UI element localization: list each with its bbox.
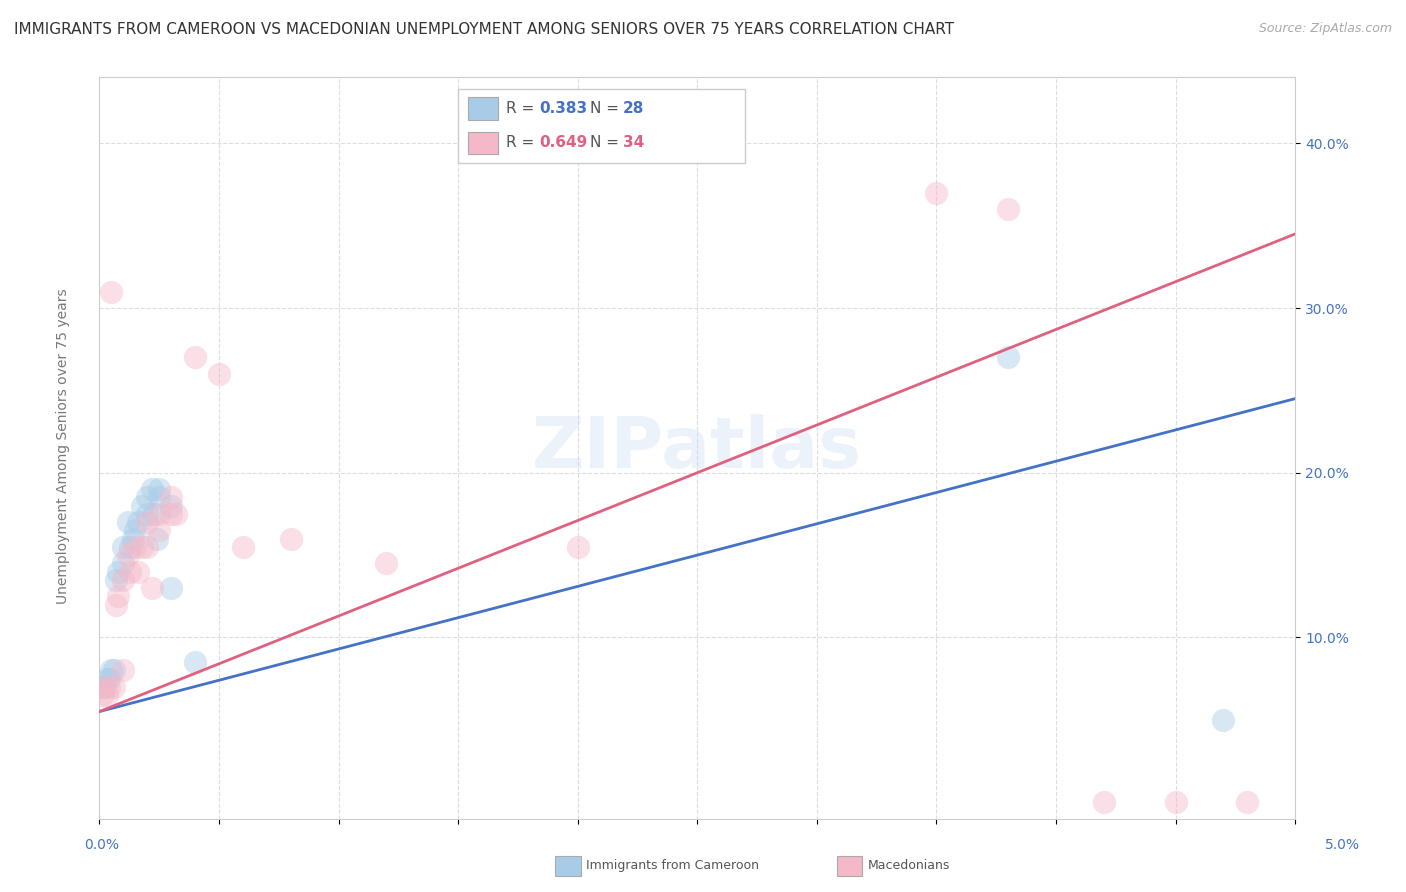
Point [1164,795,1187,809]
Point [107,565,129,579]
Point [131,499,153,513]
Point [112,540,135,554]
Point [90,688,112,702]
Point [232,540,254,554]
Point [112,664,135,678]
Point [117,515,139,529]
Point [184,351,207,365]
Point [105,598,128,612]
Point [148,491,170,505]
Point [148,482,170,496]
Point [103,680,125,694]
Text: Macedonians: Macedonians [868,859,950,871]
Point [97,672,120,686]
Point [280,532,302,546]
Text: Immigrants from Cameroon: Immigrants from Cameroon [586,859,759,871]
Point [375,557,398,571]
Text: R =: R = [506,101,538,116]
Point [136,540,159,554]
Point [1092,795,1115,809]
Point [90,680,112,694]
Point [143,507,166,521]
Point [997,351,1019,365]
Point [124,524,146,538]
Point [107,589,129,603]
Point [136,515,159,529]
Point [131,540,153,554]
Text: 0.0%: 0.0% [84,838,118,852]
Point [136,507,159,521]
FancyBboxPatch shape [468,131,498,153]
Point [184,655,207,669]
Point [160,581,183,595]
Point [93,680,115,694]
Text: 0.383: 0.383 [540,101,588,116]
Point [93,680,115,694]
Point [96,688,118,702]
Text: 28: 28 [623,101,644,116]
Point [141,482,163,496]
Text: 34: 34 [623,136,644,150]
Point [145,532,167,546]
Text: ZIPatlas: ZIPatlas [533,414,862,483]
Point [117,548,139,562]
Point [1236,795,1258,809]
Point [925,186,948,200]
Point [160,491,183,505]
Point [997,202,1019,217]
Point [141,581,163,595]
Point [121,532,143,546]
Point [124,540,146,554]
Point [148,507,170,521]
FancyBboxPatch shape [468,97,498,120]
Point [96,672,118,686]
Point [120,540,142,554]
Text: IMMIGRANTS FROM CAMEROON VS MACEDONIAN UNEMPLOYMENT AMONG SENIORS OVER 75 YEARS : IMMIGRANTS FROM CAMEROON VS MACEDONIAN U… [14,22,955,37]
Point [100,285,122,299]
Text: 0.649: 0.649 [540,136,588,150]
Point [165,507,187,521]
Text: 5.0%: 5.0% [1326,838,1360,852]
Point [160,507,183,521]
Point [148,524,170,538]
Text: N =: N = [589,136,623,150]
Point [127,565,149,579]
Point [97,680,120,694]
Text: N =: N = [589,101,623,116]
Point [160,499,183,513]
Point [105,573,128,587]
Point [103,664,125,678]
Text: R =: R = [506,136,538,150]
Point [112,573,135,587]
Point [1212,713,1234,727]
Text: Unemployment Among Seniors over 75 years: Unemployment Among Seniors over 75 years [56,288,70,604]
Point [120,565,142,579]
Text: Source: ZipAtlas.com: Source: ZipAtlas.com [1258,22,1392,36]
Point [112,557,135,571]
Point [100,664,122,678]
Point [208,367,231,381]
FancyBboxPatch shape [458,88,745,162]
Point [567,540,589,554]
Point [127,515,149,529]
Point [136,491,159,505]
